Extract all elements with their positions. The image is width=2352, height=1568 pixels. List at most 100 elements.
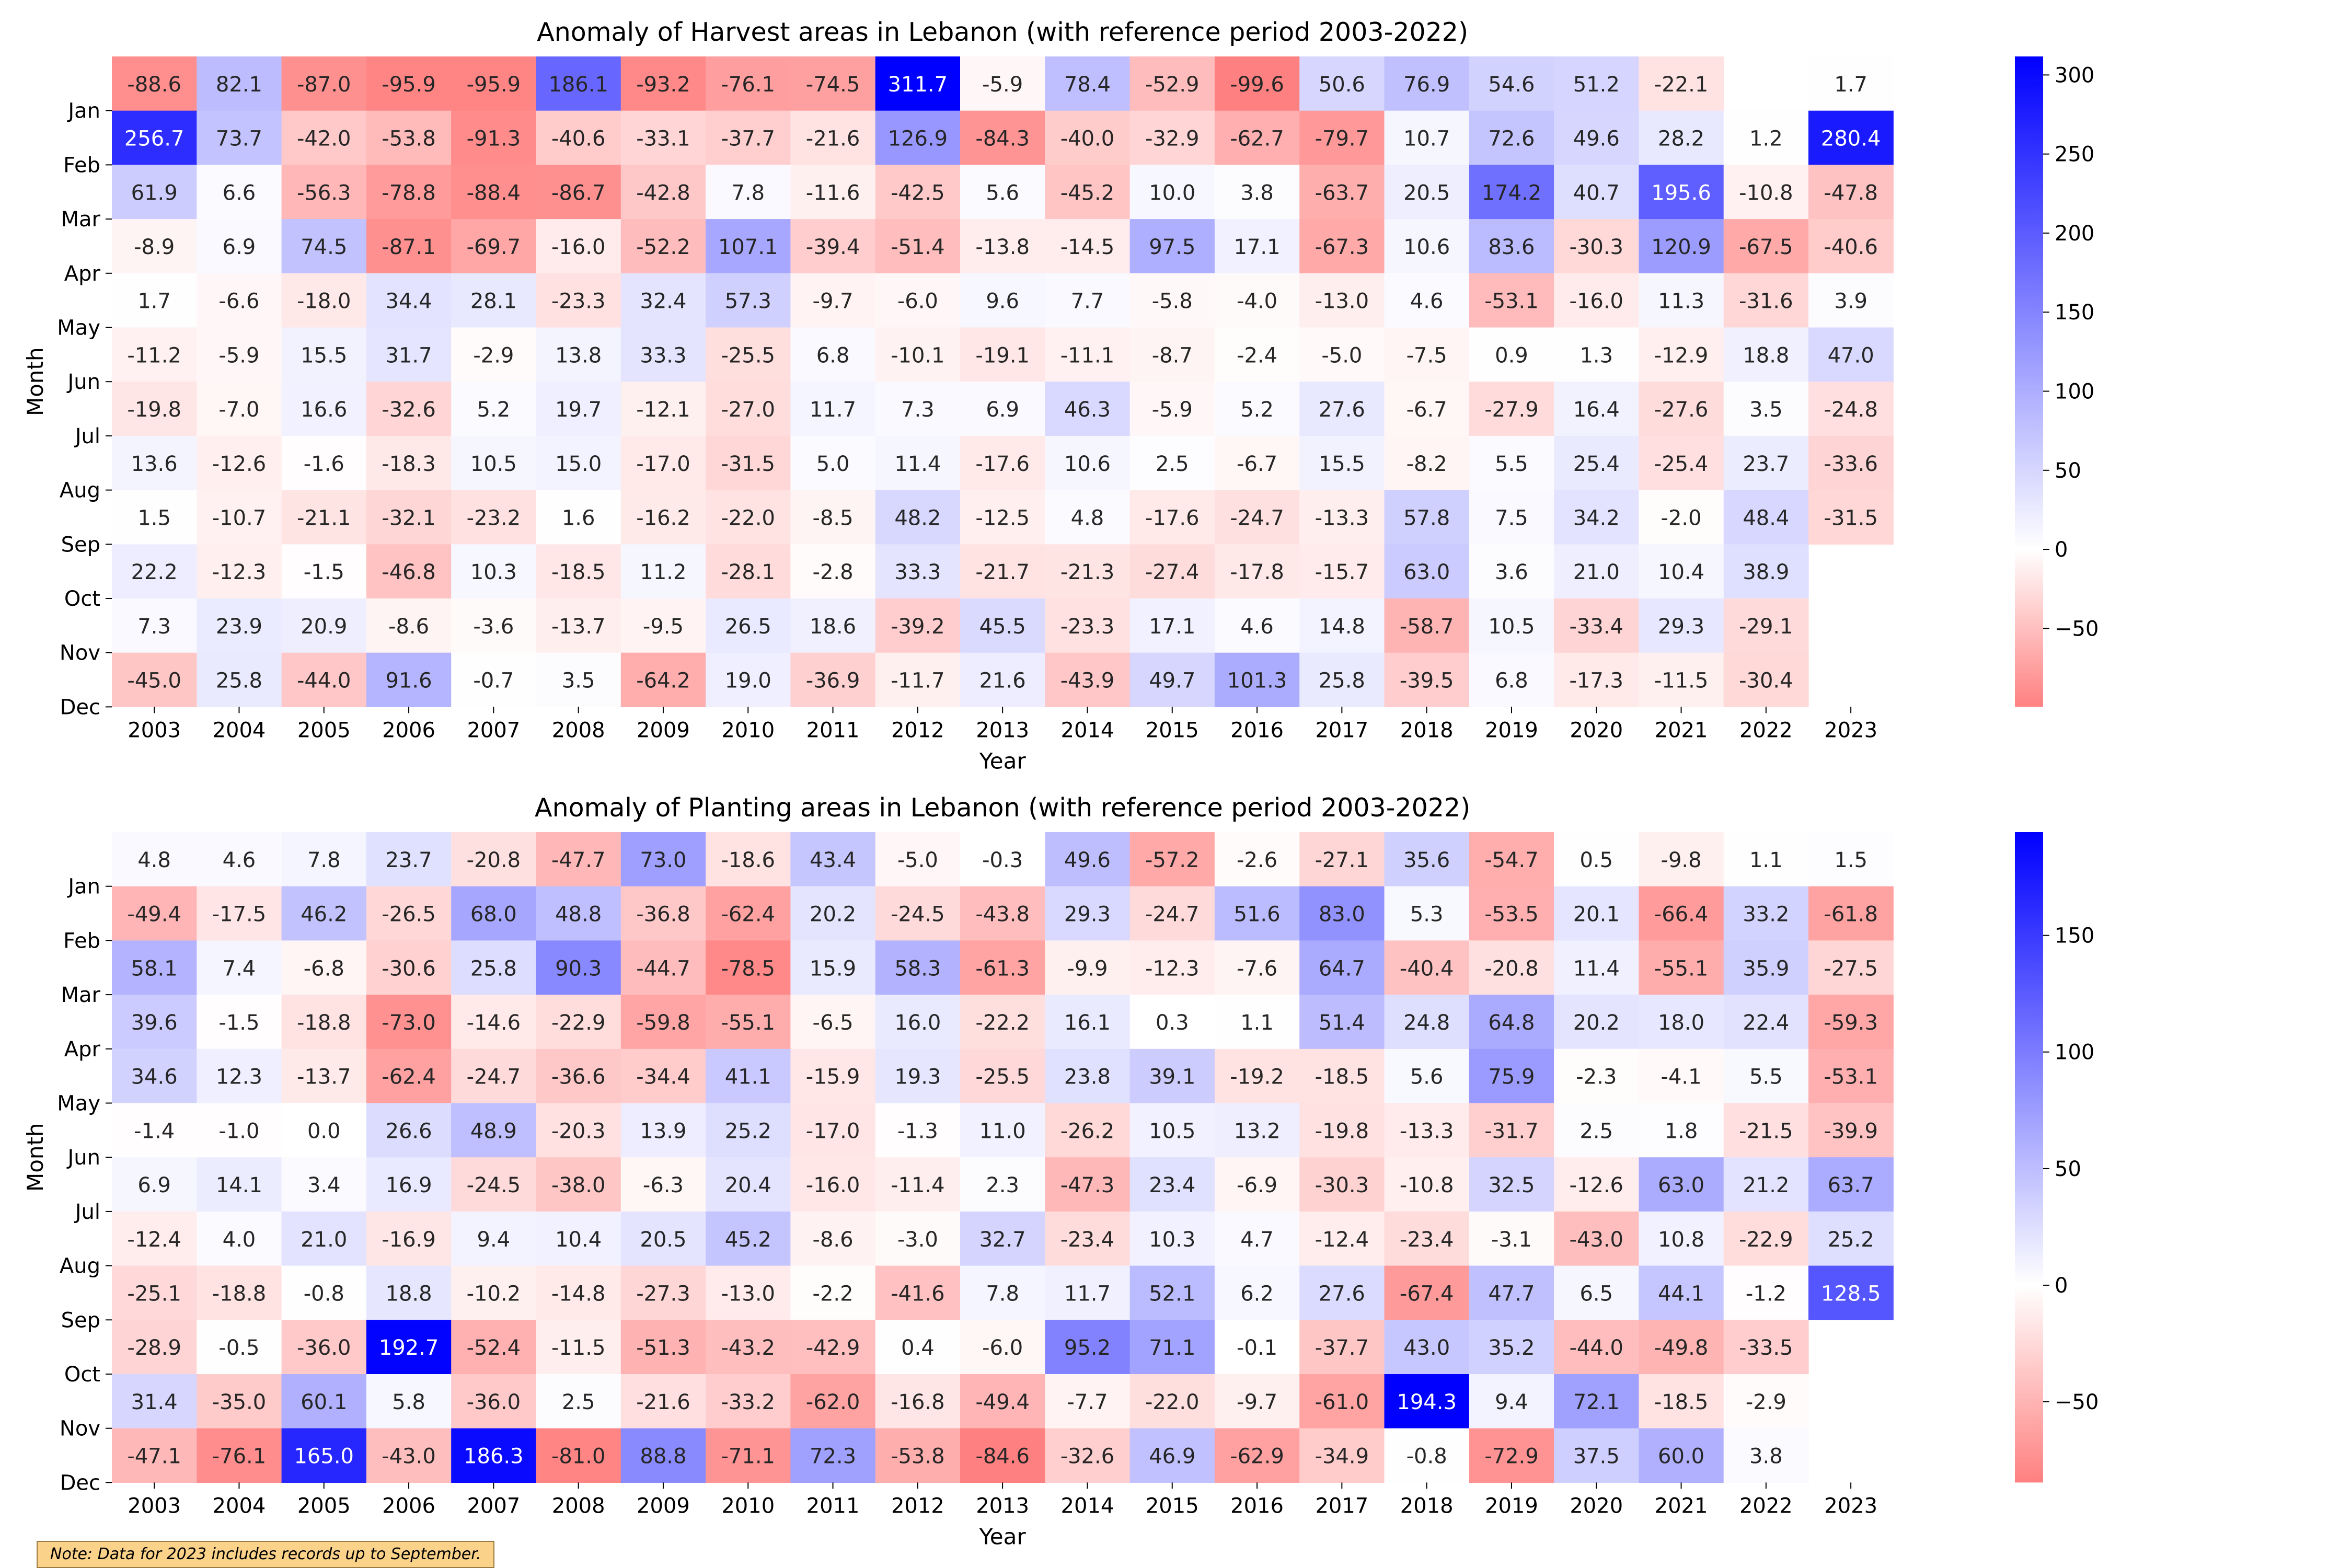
- heatmap-cell: [1299, 544, 1385, 599]
- cell-value-label: -23.3: [1060, 615, 1115, 639]
- cell-value-label: -49.4: [975, 1390, 1030, 1414]
- cell-value-label: -7.0: [218, 398, 259, 422]
- heatmap-cell: [1808, 273, 1894, 328]
- cell-value-label: 2.5: [562, 1390, 595, 1414]
- heatmap-cell: [790, 886, 876, 941]
- heatmap-cell: [1384, 1265, 1470, 1320]
- cell-value-label: 78.4: [1064, 73, 1111, 97]
- heatmap-cell: [1129, 1211, 1215, 1266]
- cell-value-label: -15.9: [806, 1065, 860, 1089]
- cell-value-label: -5.0: [1321, 343, 1362, 367]
- cell-value-label: -37.7: [721, 127, 776, 151]
- cell-value-label: -87.1: [382, 235, 436, 259]
- heatmap-cell: [1129, 1265, 1215, 1320]
- cell-value-label: 82.1: [216, 73, 262, 97]
- heatmap-cell: [451, 544, 537, 599]
- heatmap-cell: [197, 219, 282, 274]
- cell-value-label: 1.1: [1749, 848, 1783, 872]
- heatmap-cell: [197, 544, 282, 599]
- heatmap-cell: [875, 1048, 961, 1104]
- cell-value-label: -6.0: [982, 1336, 1023, 1360]
- cell-value-label: 20.4: [725, 1173, 771, 1197]
- heatmap-cell: [706, 1103, 791, 1158]
- cell-value-label: -62.7: [1230, 127, 1284, 151]
- heatmap-cell: [112, 1428, 197, 1483]
- heatmap-cell: [960, 886, 1045, 941]
- heatmap-cell: [790, 327, 876, 382]
- cell-value-label: 51.6: [1234, 903, 1281, 927]
- heatmap-cell: [197, 56, 282, 111]
- cell-value-label: 21.0: [301, 1228, 347, 1252]
- heatmap-cell: [366, 1428, 452, 1483]
- cell-value-label: 14.8: [1319, 615, 1365, 639]
- cell-value-label: 63.0: [1403, 560, 1450, 584]
- cell-value-label: -10.2: [467, 1282, 521, 1306]
- cell-value-label: 97.5: [1149, 235, 1195, 259]
- cell-value-label: -9.5: [643, 615, 684, 639]
- cell-value-label: -81.0: [551, 1445, 606, 1469]
- heatmap-cell: [706, 832, 791, 887]
- heatmap-cell: [1723, 995, 1809, 1050]
- y-axis-label: Month: [22, 347, 48, 416]
- cell-value-label: 10.5: [470, 452, 517, 476]
- heatmap-cell: [197, 1374, 282, 1429]
- heatmap-cell: [620, 652, 706, 707]
- cell-value-label: 1.7: [137, 290, 171, 314]
- cell-value-label: -66.4: [1654, 903, 1709, 927]
- cell-value-label: 29.3: [1064, 903, 1111, 927]
- cell-value-label: 48.4: [1743, 506, 1789, 530]
- heatmap-cell: [1639, 382, 1724, 436]
- heatmap-cell: [366, 652, 452, 707]
- y-tick-label: Jun: [66, 370, 101, 394]
- cell-value-label: -57.2: [1145, 848, 1200, 872]
- cell-value-label: -38.0: [551, 1173, 606, 1197]
- cell-value-label: 25.8: [1319, 669, 1365, 693]
- heatmap-cell: [1808, 327, 1894, 382]
- cell-value-label: 128.5: [1821, 1282, 1881, 1306]
- heatmap-cell: [875, 1103, 961, 1158]
- cell-value-label: -55.1: [1654, 956, 1709, 981]
- heatmap-cell: [620, 490, 706, 545]
- cell-value-label: -30.3: [1315, 1173, 1369, 1197]
- x-tick-label: 2023: [1824, 718, 1877, 742]
- cell-value-label: 6.5: [1579, 1282, 1613, 1306]
- heatmap-cell: [1723, 1103, 1809, 1158]
- cell-value-label: 5.8: [392, 1390, 425, 1414]
- cell-value-label: -15.7: [1315, 560, 1369, 584]
- heatmap-cell: [960, 490, 1045, 545]
- heatmap-cell: [536, 219, 621, 274]
- cell-value-label: -33.1: [636, 127, 690, 151]
- heatmap-cell: [197, 382, 282, 436]
- x-tick-label: 2021: [1655, 718, 1708, 742]
- heatmap-cell: [366, 1103, 452, 1158]
- cell-value-label: -42.8: [636, 181, 690, 205]
- heatmap-cell: [1214, 56, 1300, 111]
- heatmap-cell: [1384, 652, 1470, 707]
- heatmap-cell: [1045, 110, 1131, 165]
- cell-value-label: -23.4: [1400, 1228, 1454, 1252]
- x-tick-label: 2007: [467, 718, 520, 742]
- cell-value-label: -17.0: [636, 452, 690, 476]
- heatmap-cell: [1214, 1428, 1300, 1483]
- heatmap-cell: [706, 652, 791, 707]
- heatmap-cell: [197, 273, 282, 328]
- heatmap-cell: [620, 995, 706, 1050]
- heatmap-cell: [1129, 1103, 1215, 1158]
- heatmap-cell: [112, 1374, 197, 1429]
- cell-value-label: 256.7: [124, 127, 185, 151]
- heatmap-cell: [960, 382, 1045, 436]
- heatmap-cell: [1639, 490, 1724, 545]
- x-tick-label: 2018: [1400, 1494, 1454, 1518]
- heatmap-cell: [706, 886, 791, 941]
- heatmap-cell: [112, 56, 197, 111]
- cell-value-label: 18.8: [1743, 343, 1789, 367]
- heatmap-cell: [366, 382, 452, 436]
- cell-value-label: -8.6: [388, 615, 429, 639]
- cell-value-label: 16.1: [1064, 1011, 1111, 1035]
- heatmap-cell: [112, 490, 197, 545]
- y-tick-label: Oct: [64, 1363, 100, 1387]
- heatmap-cell: [620, 1374, 706, 1429]
- heatmap-cell: [1214, 652, 1300, 707]
- cell-value-label: 19.3: [894, 1065, 941, 1089]
